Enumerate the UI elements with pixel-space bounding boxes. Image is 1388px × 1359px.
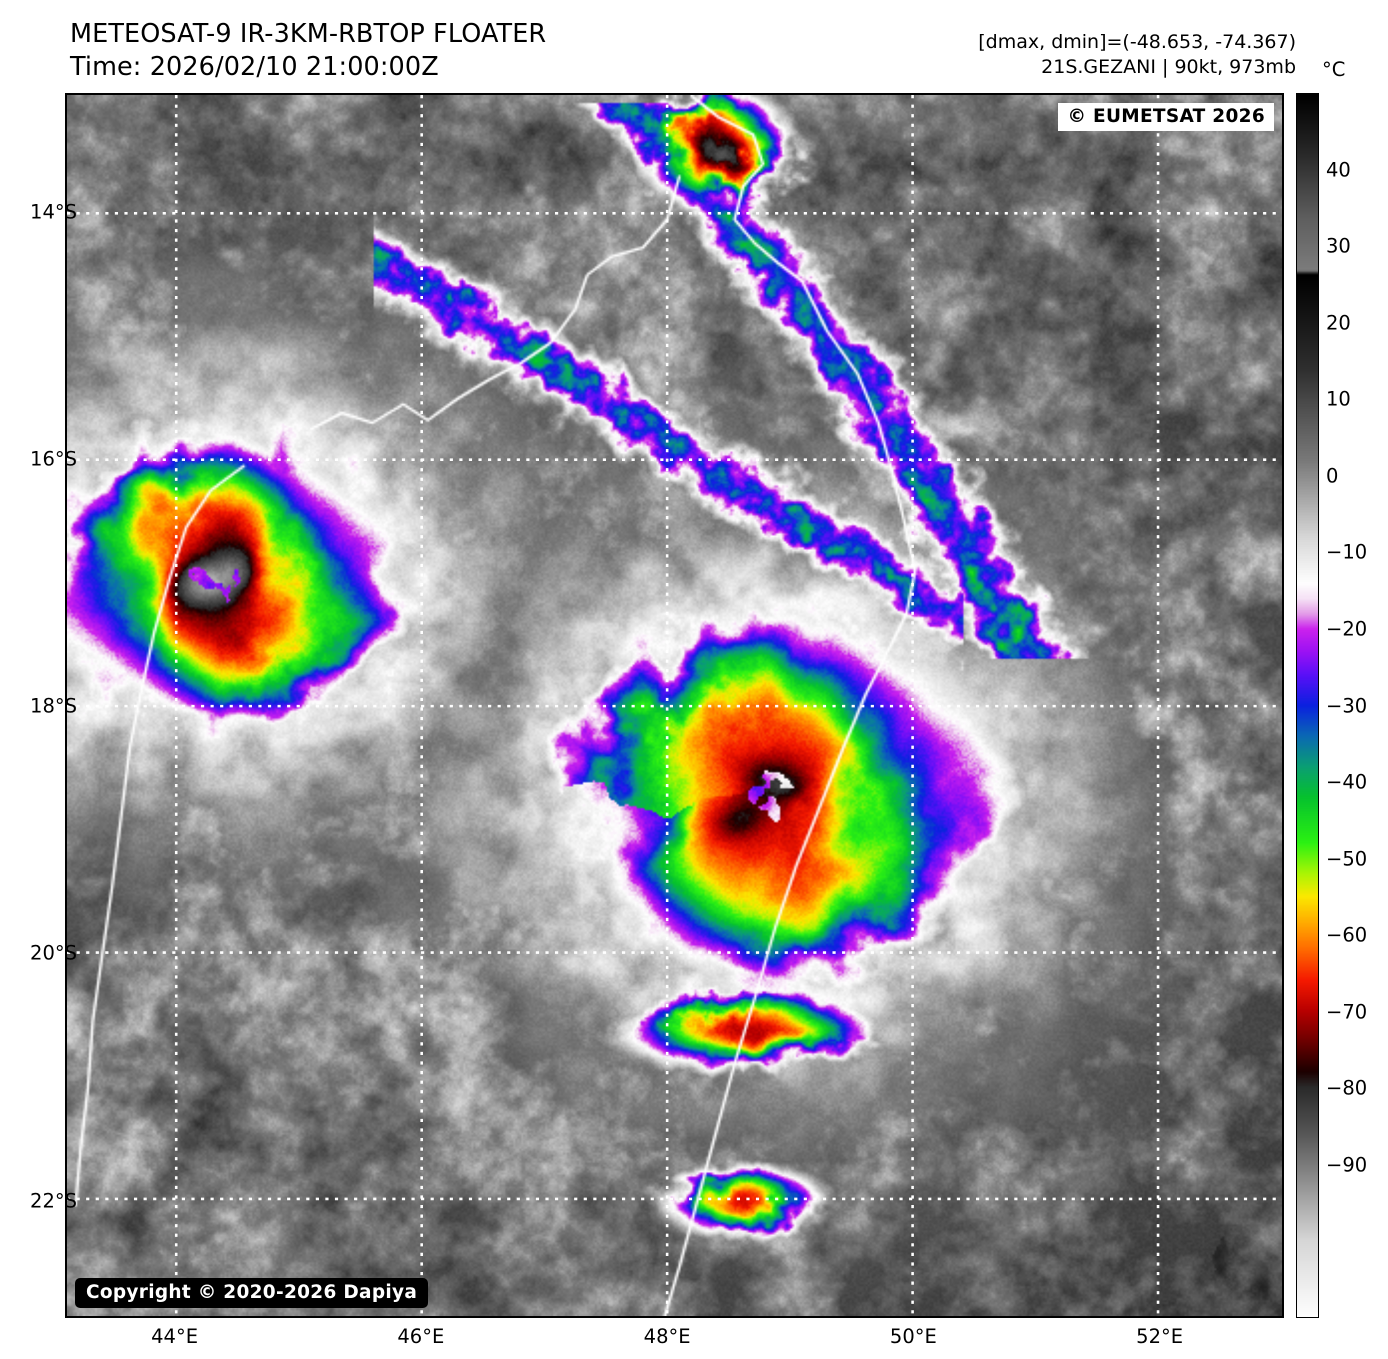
colorbar-tick-3: 10 xyxy=(1326,387,1351,411)
header-right-block: [dmax, dmin]=(-48.653, -74.367) 21S.GEZA… xyxy=(978,30,1296,81)
colorbar-tick-7: −30 xyxy=(1326,694,1368,717)
x-tick-label-4: 52°E xyxy=(1136,1325,1184,1348)
copyright-badge: Copyright © 2020-2026 Dapiya xyxy=(75,1278,429,1308)
colorbar-tick-6: −20 xyxy=(1326,617,1368,641)
colorbar-tick-2: 20 xyxy=(1326,311,1351,335)
colorbar-tick-9: −50 xyxy=(1326,847,1368,871)
dmax-dmin-label: [dmax, dmin]=(-48.653, -74.367) xyxy=(978,31,1296,53)
timestamp-label: Time: 2026/02/10 21:00:00Z xyxy=(70,52,439,83)
header-left-block: METEOSAT-9 IR-3KM-RBTOP FLOATER Time: 20… xyxy=(70,18,546,84)
colorbar-tick-11: −70 xyxy=(1326,1000,1368,1024)
colorbar-tick-13: −90 xyxy=(1326,1153,1368,1177)
y-tick-label-0: 14°S xyxy=(30,200,77,224)
colorbar-tick-12: −80 xyxy=(1326,1076,1368,1100)
y-tick-label-2: 18°S xyxy=(30,694,77,718)
satellite-image-plot[interactable]: © EUMETSAT 2026 Copyright © 2020-2026 Da… xyxy=(65,93,1284,1318)
page-title: METEOSAT-9 IR-3KM-RBTOP FLOATER xyxy=(70,19,547,49)
lat-lon-gridlines xyxy=(67,95,1282,1316)
x-tick-label-2: 48°E xyxy=(643,1325,691,1348)
temperature-colorbar[interactable] xyxy=(1296,93,1319,1318)
x-tick-label-0: 44°E xyxy=(151,1325,199,1348)
colorbar-gradient xyxy=(1297,94,1318,1317)
eumetsat-credit-badge: © EUMETSAT 2026 xyxy=(1058,103,1274,131)
colorbar-tick-4: 0 xyxy=(1326,464,1339,488)
storm-info-label: 21S.GEZANI | 90kt, 973mb xyxy=(1041,56,1296,79)
x-tick-label-3: 50°E xyxy=(889,1325,937,1348)
colorbar-tick-10: −60 xyxy=(1326,923,1368,947)
y-tick-label-4: 22°S xyxy=(30,1189,77,1213)
colorbar-tick-5: −10 xyxy=(1326,540,1368,564)
y-tick-label-1: 16°S xyxy=(30,447,77,471)
colorbar-tick-1: 30 xyxy=(1326,234,1351,258)
colorbar-tick-8: −40 xyxy=(1326,770,1368,794)
colorbar-tick-0: 40 xyxy=(1326,158,1351,182)
colorbar-unit-label: °C xyxy=(1322,58,1346,81)
x-tick-label-1: 46°E xyxy=(397,1325,445,1348)
y-tick-label-3: 20°S xyxy=(30,941,77,965)
